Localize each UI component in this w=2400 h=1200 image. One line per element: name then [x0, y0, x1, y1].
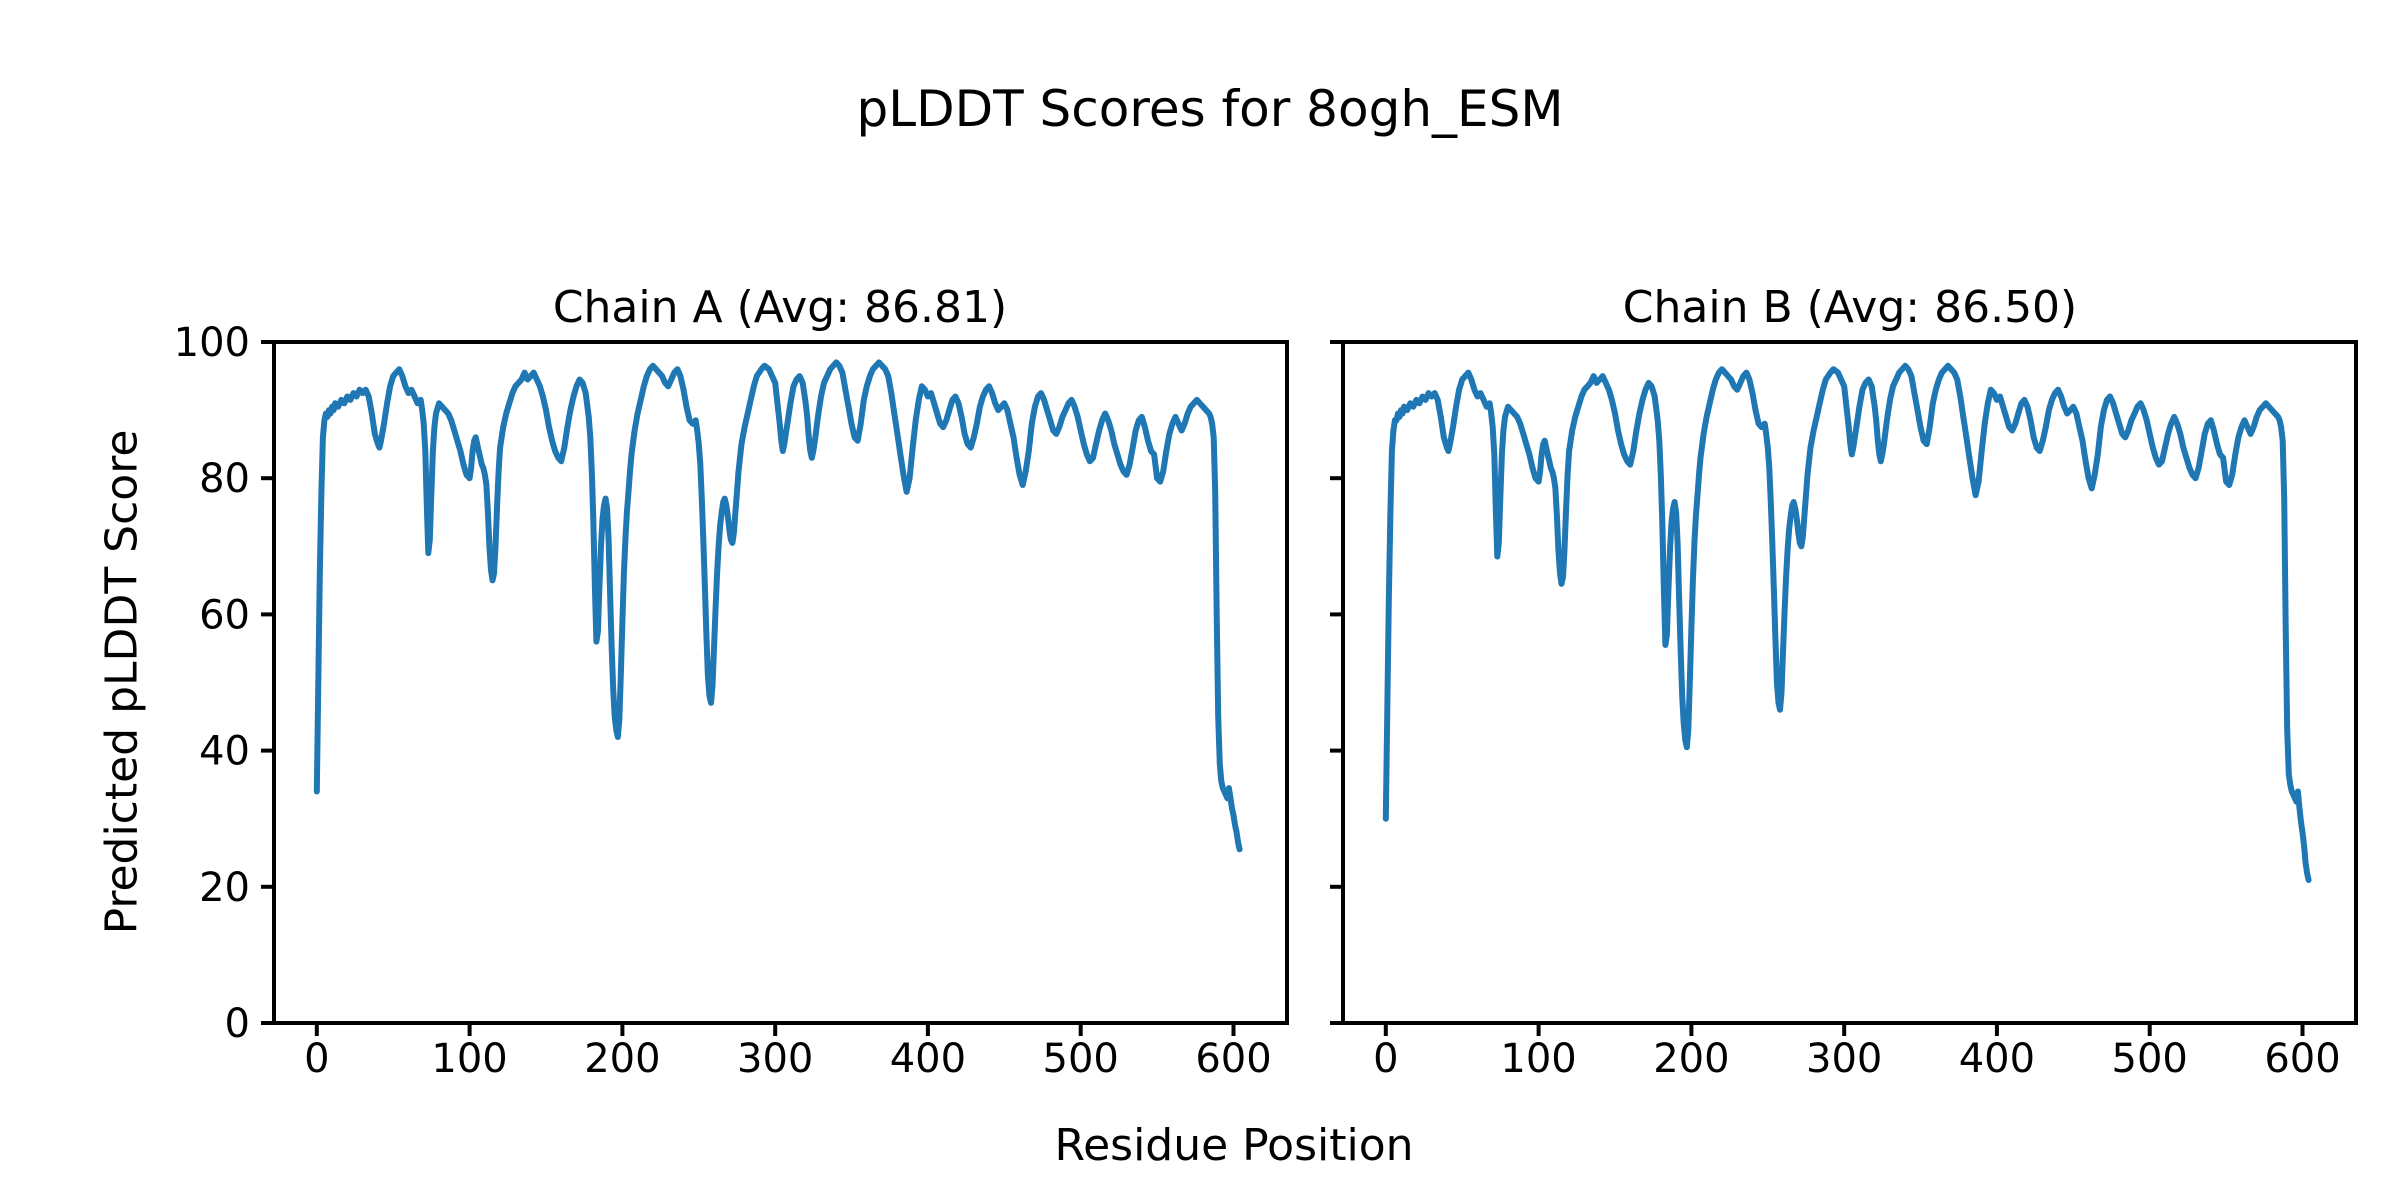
- x-tick-label: 0: [304, 1036, 329, 1082]
- x-tick-label: 400: [890, 1036, 966, 1082]
- x-tick-label: 200: [584, 1036, 660, 1082]
- chain-a-plot: 0 100 200 300 400 500 600 0 20 40 60 80 100: [174, 320, 1289, 1082]
- x-tick-label: 300: [737, 1036, 813, 1082]
- x-tick-label: 100: [1500, 1036, 1576, 1082]
- subplot-b-title: Chain B (Avg: 86.50): [1622, 282, 2078, 333]
- x-tick-label: 600: [1195, 1036, 1271, 1082]
- plddt-line: [1382, 362, 2312, 883]
- y-tick-label: 0: [225, 1001, 250, 1047]
- chain-b-plot: 0 100 200 300 400 500 600: [1330, 340, 2358, 1082]
- x-tick-label: 100: [431, 1036, 507, 1082]
- x-tick-label: 500: [1043, 1036, 1119, 1082]
- y-tick-label: 80: [199, 456, 250, 502]
- x-tick-label: 400: [1959, 1036, 2035, 1082]
- x-tick-label: 300: [1806, 1036, 1882, 1082]
- y-axis-label: Predicted pLDDT Score: [96, 429, 148, 935]
- x-tick-label: 600: [2264, 1036, 2340, 1082]
- subplot-a-title: Chain A (Avg: 86.81): [552, 282, 1008, 333]
- plddt-line: [313, 359, 1243, 853]
- x-tick-label: 0: [1373, 1036, 1398, 1082]
- y-tick-label: 100: [174, 320, 250, 366]
- x-tick-label: 500: [2112, 1036, 2188, 1082]
- y-tick-label: 40: [199, 729, 250, 775]
- x-axis-label: Residue Position: [1054, 1120, 1414, 1171]
- axes-box: [272, 340, 1289, 1025]
- y-tick-label: 60: [199, 592, 250, 638]
- figure-title: pLDDT Scores for 8ogh_ESM: [856, 80, 1564, 138]
- y-tick-label: 20: [199, 865, 250, 911]
- x-tick-label: 200: [1653, 1036, 1729, 1082]
- axes-box: [1341, 340, 2358, 1025]
